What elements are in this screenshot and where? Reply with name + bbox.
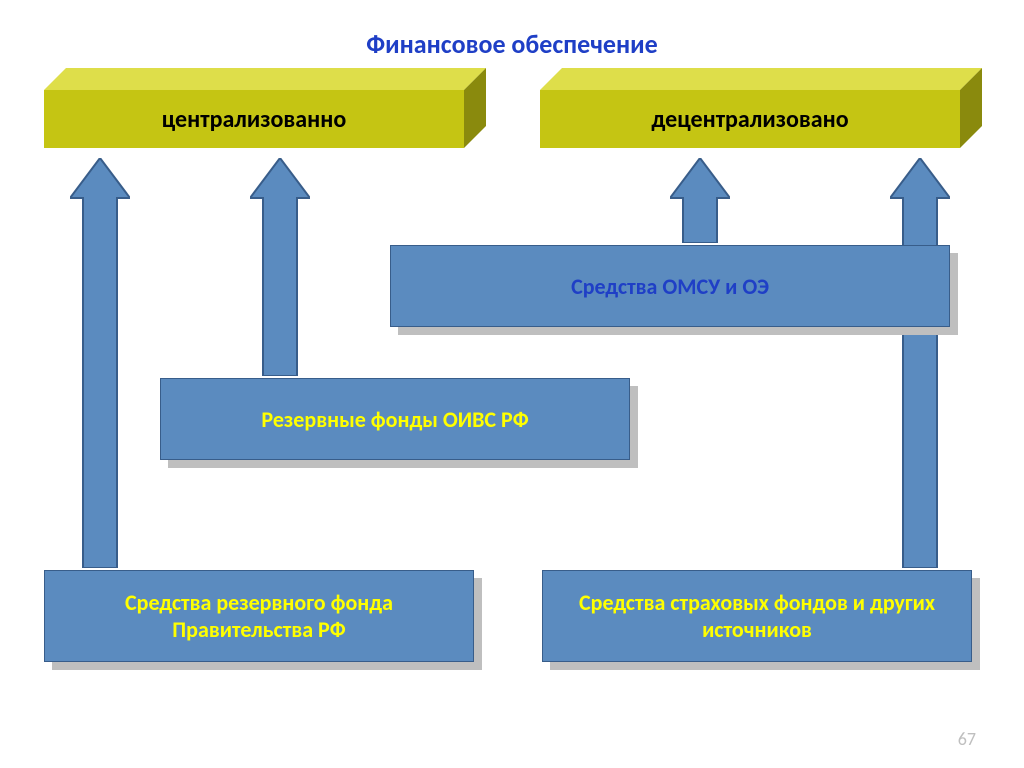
arrow-insurance-to-decentral <box>890 158 950 568</box>
bar3d-side <box>960 68 982 148</box>
bar3d-side <box>464 68 486 148</box>
arrow-up-icon <box>890 158 950 568</box>
bar3d-top <box>44 68 486 90</box>
bar3d-decentralized: децентрализовано <box>540 68 982 148</box>
box-oivs: Резервные фонды ОИВС РФ <box>160 378 638 468</box>
arrow-up-icon <box>250 158 310 376</box>
box-omsu: Средства ОМСУ и ОЭ <box>390 245 958 335</box>
bar3d-top <box>540 68 982 90</box>
bar3d-label: децентрализовано <box>540 90 960 148</box>
box-insurance: Средства страховых фондов и других источ… <box>542 570 980 670</box>
bar3d-label: централизованно <box>44 90 464 148</box>
arrow-reserve-to-central <box>70 158 130 568</box>
arrow-up-icon <box>70 158 130 568</box>
arrow-oivs-to-central <box>250 158 310 376</box>
box-label: Резервные фонды ОИВС РФ <box>160 378 630 460</box>
bar3d-centralized: централизованно <box>44 68 486 148</box>
page-number: 67 <box>958 728 976 750</box>
box-label: Средства резервного фонда Правительства … <box>44 570 474 662</box>
box-reserve: Средства резервного фонда Правительства … <box>44 570 482 670</box>
box-label: Средства страховых фондов и других источ… <box>542 570 972 662</box>
box-label: Средства ОМСУ и ОЭ <box>390 245 950 327</box>
page-title: Финансовое обеспечение <box>0 28 1024 60</box>
arrow-omsu-to-decentral <box>670 158 730 243</box>
arrow-up-icon <box>670 158 730 243</box>
